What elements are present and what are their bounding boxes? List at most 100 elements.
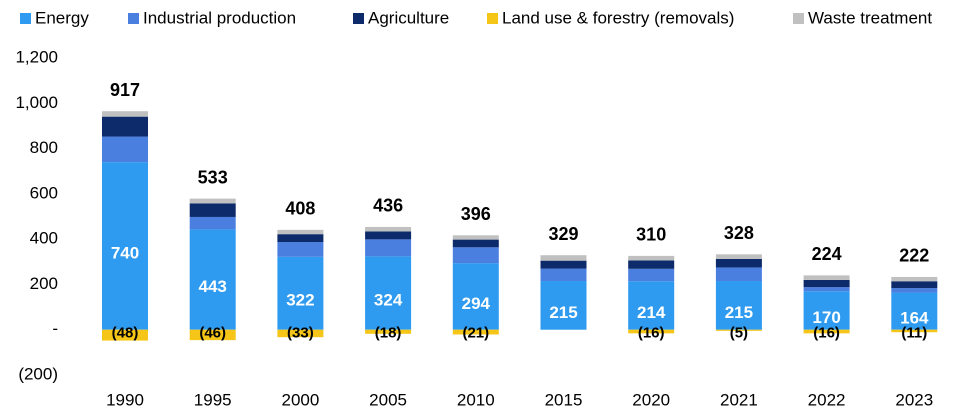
y-tick-label: (200) [18, 364, 58, 383]
value-label: (16) [638, 325, 665, 342]
bar-segment [102, 162, 148, 330]
bar-segment [452, 263, 499, 330]
total-label: 310 [636, 225, 666, 245]
value-label: 294 [462, 294, 491, 313]
bar-segment [277, 256, 324, 330]
bar-segment [540, 255, 587, 261]
bar-segment [715, 254, 762, 259]
bar-segment [715, 329, 762, 331]
bar-segment [365, 226, 412, 232]
x-tick-label: 2000 [281, 390, 319, 409]
x-tick-label: 2021 [720, 390, 758, 409]
legend-label: Land use & forestry (removals) [502, 8, 734, 27]
bar-segment [540, 281, 587, 330]
bar-segment [189, 203, 236, 217]
value-label: 215 [725, 303, 753, 322]
value-label: (18) [375, 325, 402, 342]
legend-label: Agriculture [368, 8, 449, 27]
total-label: 329 [548, 224, 578, 244]
value-label: (5) [730, 325, 748, 342]
total-label: 408 [285, 199, 315, 219]
total-label: 328 [724, 223, 754, 243]
value-label: (33) [287, 325, 314, 342]
bar-segment [277, 242, 324, 257]
x-tick-label: 1995 [194, 390, 232, 409]
bar-segment [189, 216, 236, 230]
value-label: 740 [111, 243, 139, 262]
bar-segment [365, 329, 412, 334]
value-label: 215 [549, 303, 577, 322]
bar-segment [891, 276, 938, 282]
bar-segment [452, 247, 499, 264]
y-tick-label: 800 [30, 138, 58, 157]
x-tick-label: 1990 [106, 390, 144, 409]
bar-segment [277, 229, 324, 235]
bar-segment [102, 136, 148, 163]
value-label: (21) [462, 325, 489, 342]
bar-segment [189, 229, 236, 330]
bar-segment [891, 329, 938, 333]
bar-segment [365, 231, 412, 240]
y-tick-label: 1,200 [15, 47, 58, 66]
x-tick-label: 2010 [457, 390, 495, 409]
legend-swatch [353, 13, 364, 24]
bar-segment [803, 329, 850, 334]
y-tick-label: 200 [30, 274, 58, 293]
legend-label: Industrial production [143, 8, 296, 27]
bar-segment [715, 258, 762, 268]
bar-segment [365, 239, 412, 257]
bar-segment [277, 234, 324, 243]
value-label: (16) [813, 325, 840, 342]
legend-swatch [487, 13, 498, 24]
bar-segment [540, 268, 587, 282]
value-label: 443 [199, 277, 227, 296]
bar-segment [189, 329, 236, 341]
bar-segment [803, 287, 850, 292]
bar-segment [365, 256, 412, 330]
total-label: 917 [110, 80, 140, 100]
value-label: (11) [901, 325, 927, 342]
bar-segment [715, 281, 762, 330]
value-label: (46) [199, 325, 226, 342]
bar-segment [102, 111, 148, 117]
bar-segment [628, 329, 675, 334]
total-label: 222 [899, 246, 929, 266]
x-tick-label: 2023 [895, 390, 933, 409]
value-label: 170 [812, 308, 840, 327]
x-tick-label: 2022 [808, 390, 846, 409]
x-tick-label: 2005 [369, 390, 407, 409]
value-label: 164 [900, 309, 929, 328]
bar-segment [628, 260, 675, 269]
total-label: 224 [812, 244, 842, 264]
value-label: 324 [374, 291, 403, 310]
x-tick-label: 2015 [545, 390, 583, 409]
bar-segment [102, 329, 148, 341]
y-tick-label: 600 [30, 183, 58, 202]
bar-segment [715, 267, 762, 282]
y-tick-label: 400 [30, 229, 58, 248]
bar-segment [803, 291, 850, 330]
legend-swatch [793, 13, 804, 24]
bar-segment [628, 281, 675, 330]
bar-segment [891, 288, 938, 293]
bar-segment [628, 268, 675, 282]
y-tick-label: - [52, 319, 58, 338]
bar-segment [540, 260, 587, 269]
total-label: 533 [198, 167, 228, 187]
bar-segment [452, 235, 499, 240]
bar-segment [452, 239, 499, 248]
value-label: 322 [286, 291, 314, 310]
value-label: (48) [112, 325, 139, 342]
bar-segment [891, 281, 938, 289]
legend-swatch [20, 13, 31, 24]
bar-segment [277, 329, 324, 338]
legend-label: Waste treatment [808, 8, 932, 27]
value-label: 214 [637, 303, 666, 322]
legend-swatch [128, 13, 139, 24]
legend-label: Energy [35, 8, 89, 27]
bar-segment [628, 255, 675, 261]
bar-segment [102, 116, 148, 137]
bar-segment [803, 275, 850, 280]
total-label: 436 [373, 196, 403, 216]
